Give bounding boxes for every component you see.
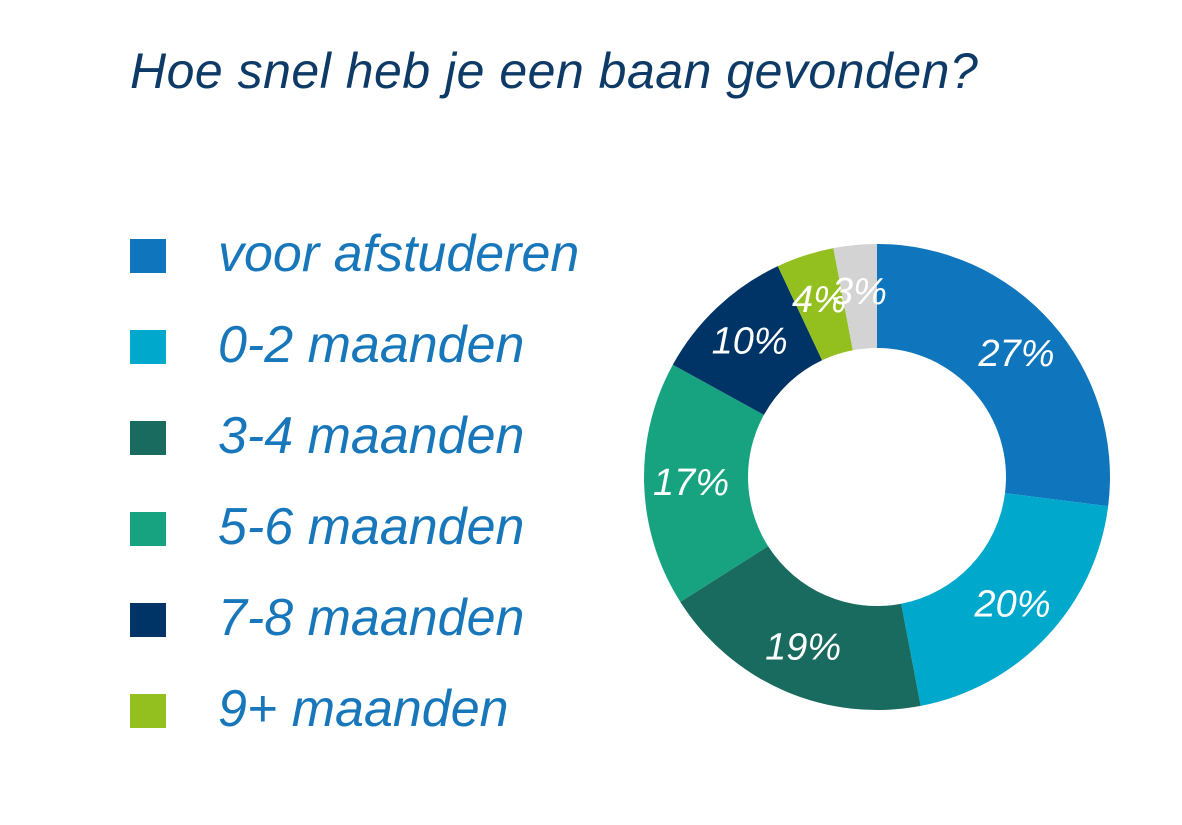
- slice-value-label: 3%: [832, 271, 887, 313]
- slice-value-label: 20%: [974, 583, 1051, 625]
- legend-label: 3-4 maanden: [218, 407, 525, 465]
- legend-label: 5-6 maanden: [218, 498, 525, 556]
- slice-value-label: 19%: [765, 627, 841, 669]
- donut-slice: [901, 493, 1109, 706]
- donut-slice: [833, 244, 877, 351]
- legend-item: 0-2 maanden: [130, 313, 630, 404]
- legend: voor afstuderen 0-2 maanden 3-4 maanden 5-6…: [130, 222, 630, 768]
- legend-item: 3-4 maanden: [130, 404, 630, 495]
- legend-label: 7-8 maanden: [218, 589, 525, 647]
- legend-item: 5-6 maanden: [130, 495, 630, 586]
- legend-swatch: [130, 330, 166, 364]
- donut-slice: [680, 546, 921, 710]
- slice-value-label: 17%: [653, 462, 729, 504]
- legend-label: voor afstuderen: [218, 225, 580, 283]
- legend-label: 9+ maanden: [218, 680, 509, 738]
- legend-swatch: [130, 512, 166, 546]
- slice-value-label: 4%: [792, 279, 847, 321]
- slice-value-label: 10%: [712, 320, 788, 362]
- legend-item: 9+ maanden: [130, 677, 630, 768]
- legend-swatch: [130, 421, 166, 455]
- legend-label: 0-2 maanden: [218, 316, 525, 374]
- donut-slice: [672, 266, 823, 415]
- legend-swatch: [130, 239, 166, 273]
- legend-item: voor afstuderen: [130, 222, 630, 313]
- donut-chart: 27% 20% 19% 17% 10% 4% 3%: [630, 230, 1130, 730]
- donut-svg: 27% 20% 19% 17% 10%4%3%: [644, 244, 1110, 710]
- slice-value-label: 27%: [977, 333, 1054, 375]
- chart-title: Hoe snel heb je een baan gevonden?: [130, 43, 979, 99]
- donut-slice: [877, 244, 1110, 507]
- legend-item: 7-8 maanden: [130, 586, 630, 677]
- legend-swatch: [130, 603, 166, 637]
- legend-swatch: [130, 694, 166, 728]
- donut-slice: [777, 248, 853, 361]
- donut-slice: [644, 364, 769, 602]
